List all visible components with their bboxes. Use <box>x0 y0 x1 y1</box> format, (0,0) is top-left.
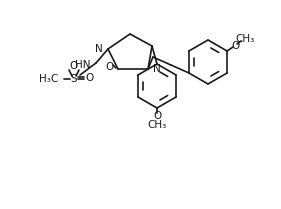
Text: O: O <box>231 41 239 51</box>
Text: N: N <box>95 44 103 54</box>
Text: CH₃: CH₃ <box>147 120 167 130</box>
Text: O: O <box>70 61 78 71</box>
Text: CH₃: CH₃ <box>235 34 255 44</box>
Text: N: N <box>153 64 161 74</box>
Text: O: O <box>106 62 114 72</box>
Text: O: O <box>153 111 161 121</box>
Text: HN: HN <box>76 60 91 70</box>
Text: O: O <box>86 73 94 83</box>
Text: H₃C: H₃C <box>39 74 58 84</box>
Text: S: S <box>71 74 77 84</box>
